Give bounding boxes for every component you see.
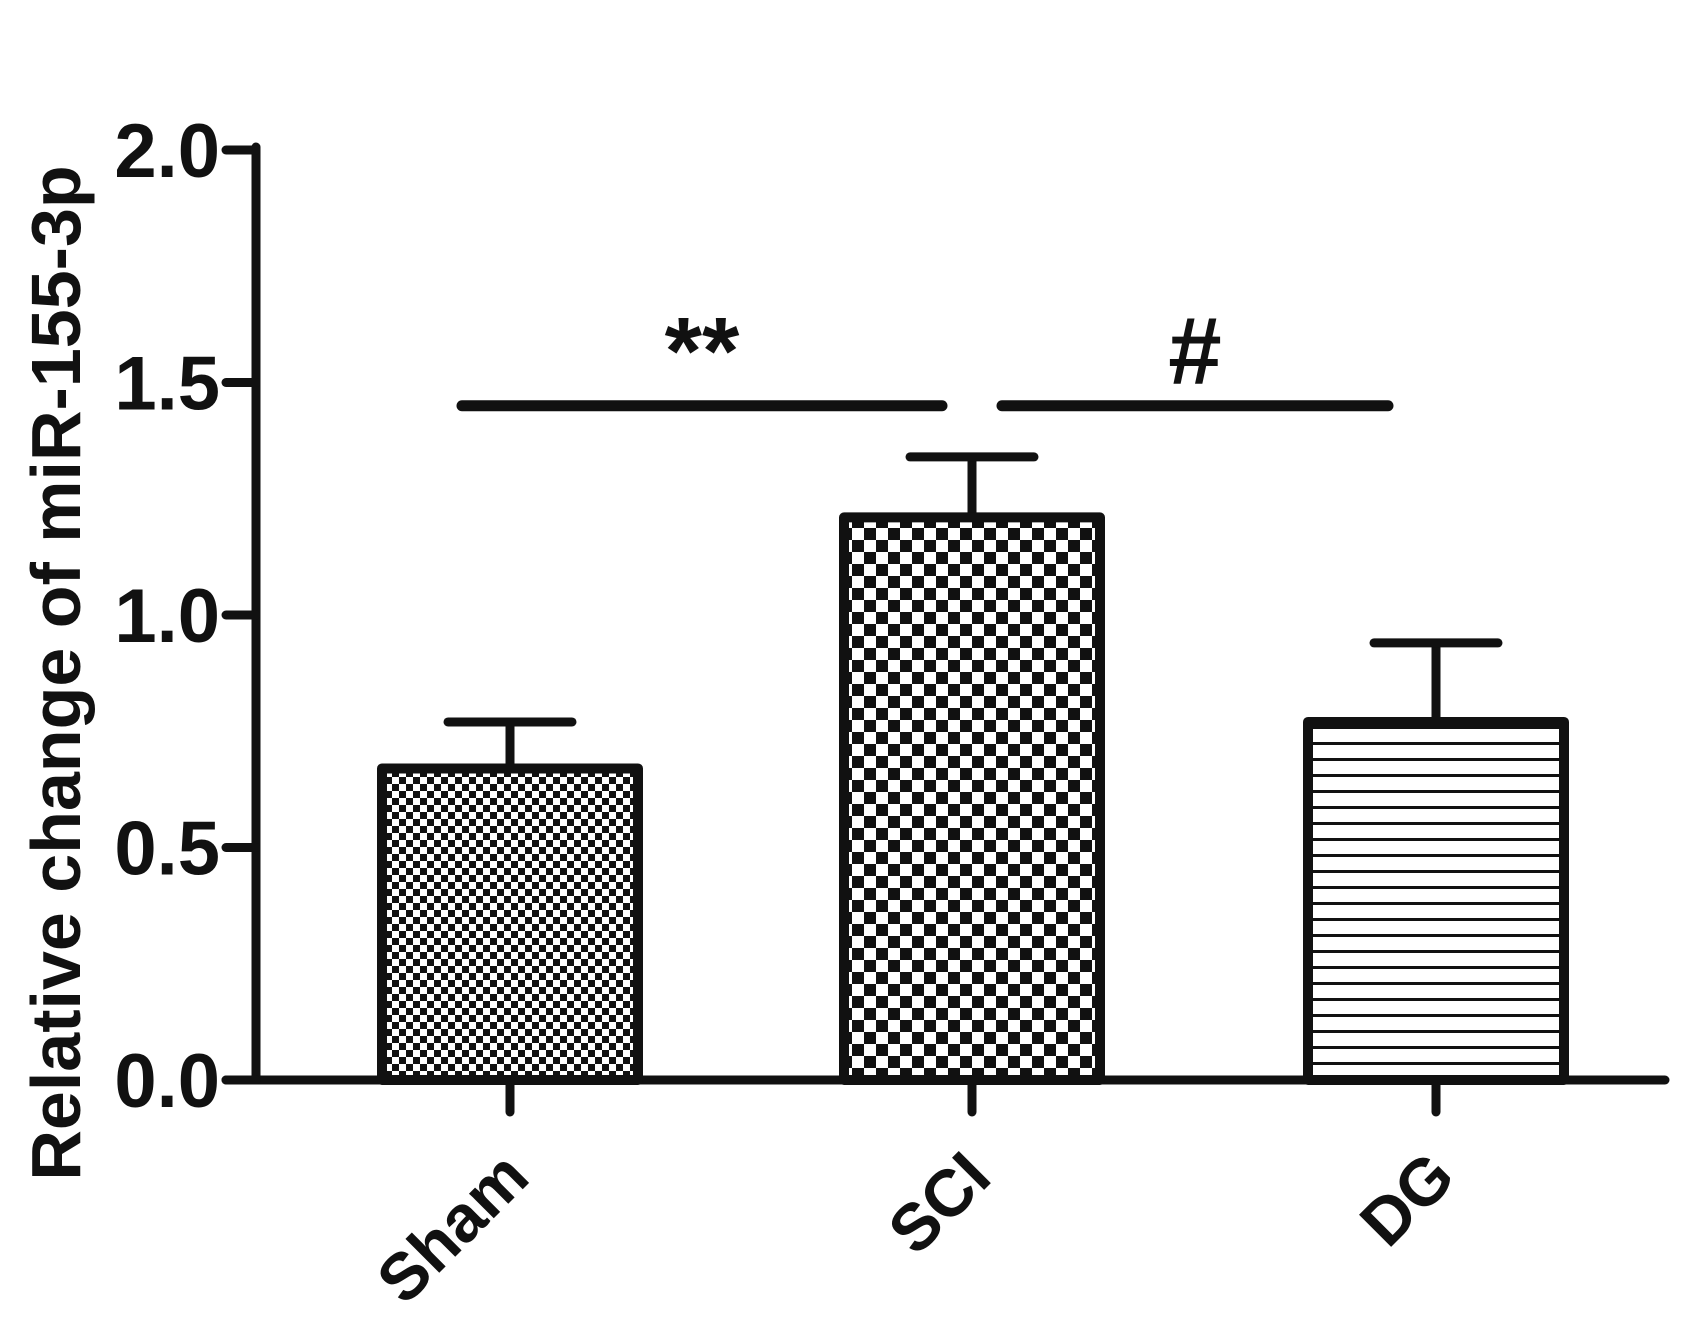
significance-label: #	[1168, 298, 1221, 405]
y-tick-label: 1.5	[114, 342, 220, 427]
y-axis-title: Relative change of miR-155-3p	[17, 165, 95, 1180]
x-tick-label: SCI	[874, 1138, 1004, 1268]
x-tick-label: DG	[1346, 1138, 1468, 1260]
bar-sham	[377, 763, 643, 1085]
bar-dg	[1303, 716, 1569, 1085]
significance-label: **	[665, 298, 740, 405]
plot-area: 0.0 0.5 1.0 1.5 2.0 Sham SCI DG ** #	[114, 109, 1670, 1317]
y-tick-label: 1.0	[114, 574, 220, 659]
bar-sci	[839, 512, 1105, 1085]
x-tick-label: Sham	[362, 1138, 541, 1317]
y-tick-label: 0.5	[114, 807, 220, 892]
y-tick-label: 2.0	[114, 109, 220, 194]
y-tick-label: 0.0	[114, 1039, 220, 1124]
